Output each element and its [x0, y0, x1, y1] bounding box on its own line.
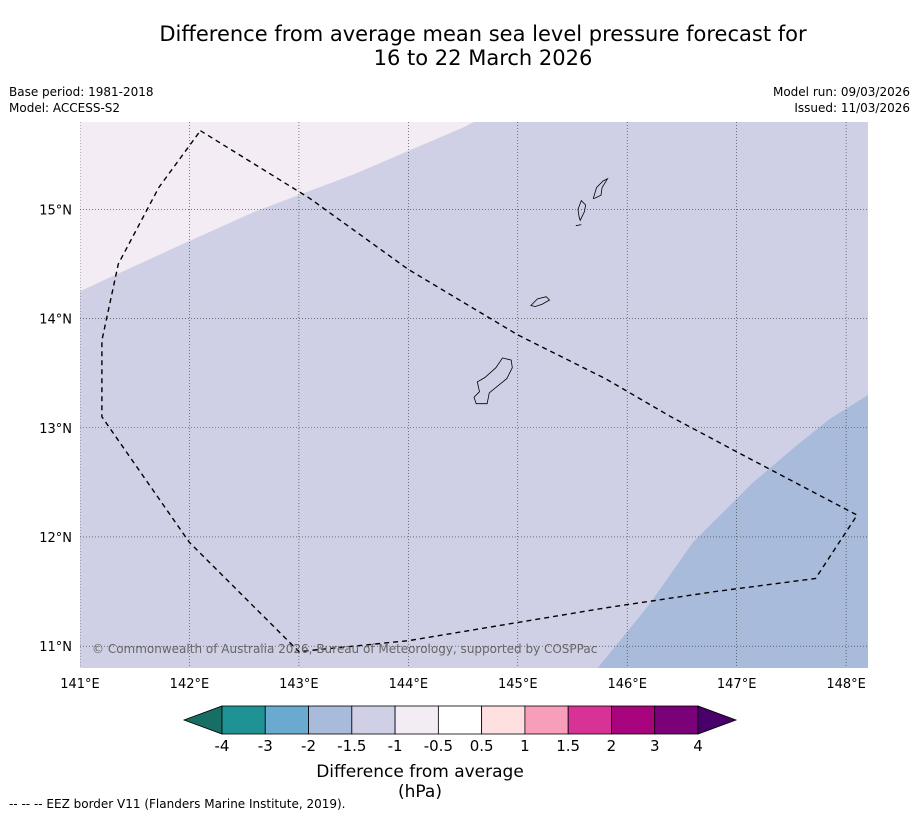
model-name: Model: ACCESS-S2 — [9, 101, 121, 115]
lon-tick-label: 144°E — [389, 677, 429, 692]
lon-tick-label: 141°E — [60, 677, 100, 692]
colorbar-tick-label: 3 — [650, 737, 660, 755]
lat-tick-label: 11°N — [39, 640, 72, 655]
map-plot-area: © Commonwealth of Australia 2026, Bureau… — [80, 122, 868, 668]
colorbar-swatch — [524, 705, 569, 735]
region-minus-2-to-minus-1.5 — [597, 395, 868, 668]
colorbar-label: Difference from average (hPa) — [316, 762, 524, 802]
colorbar-tick-label: -1 — [388, 737, 403, 755]
guam-island — [473, 357, 513, 405]
lat-tick-label: 15°N — [39, 203, 72, 218]
eez-border — [101, 130, 859, 653]
colorbar-swatch — [567, 705, 612, 735]
region-minus-1-to-minus-0.5 — [80, 122, 474, 292]
model-run: Model run: 09/03/2026 — [772, 85, 910, 99]
region-minus-1.5-to-minus-1 — [80, 122, 868, 668]
colorbar-swatch — [394, 705, 439, 735]
base-period: Base period: 1981-2018 — [9, 85, 154, 99]
chart-title: Difference from average mean sea level p… — [80, 22, 886, 70]
lat-tick-label: 14°N — [39, 313, 72, 328]
colorbar-tick-label: 1.5 — [556, 737, 580, 755]
colorbar-tick-label: -0.5 — [424, 737, 453, 755]
colorbar-swatch — [221, 705, 266, 735]
copyright-text: © Commonwealth of Australia 2026, Bureau… — [92, 642, 597, 656]
colorbar-tick-label: -3 — [258, 737, 273, 755]
colorbar-swatch — [437, 705, 483, 735]
colorbar-tick-label: -4 — [215, 737, 230, 755]
colorbar-extend-high — [697, 705, 738, 735]
colorbar-swatch — [654, 705, 699, 735]
map-figure: © Commonwealth of Australia 2026, Bureau… — [39, 122, 868, 755]
chart-title-line1: Difference from average mean sea level p… — [159, 22, 807, 46]
lon-tick-label: 147°E — [717, 677, 757, 692]
lon-tick-label: 148°E — [826, 677, 866, 692]
lon-tick-label: 145°E — [498, 677, 538, 692]
lon-tick-label: 146°E — [607, 677, 647, 692]
colorbar-swatch — [308, 705, 353, 735]
colorbar-swatch — [611, 705, 656, 735]
lon-tick-label: 143°E — [279, 677, 319, 692]
colorbar-tick-label: 0.5 — [470, 737, 494, 755]
chart-title-line2: 16 to 22 March 2026 — [373, 46, 593, 70]
lat-tick-label: 12°N — [39, 531, 72, 546]
colorbar: -4 -3 -2 -1.5 -1 -0.5 0.5 1 1.5 2 3 4 — [182, 705, 738, 755]
colorbar-swatch — [481, 705, 526, 735]
eez-legend-note: -- -- -- EEZ border V11 (Flanders Marine… — [9, 797, 346, 811]
tinian-island — [577, 199, 587, 222]
saipan-island — [592, 177, 609, 199]
meta-right: Model run: 09/03/2026 Issued: 11/03/2026 — [773, 84, 910, 116]
rota-island — [530, 296, 551, 307]
colorbar-extend-low — [182, 705, 223, 735]
lat-tick-label: 13°N — [39, 422, 72, 437]
meta-left: Base period: 1981-2018 Model: ACCESS-S2 — [9, 84, 154, 116]
colorbar-swatch — [264, 705, 309, 735]
colorbar-swatch — [351, 705, 396, 735]
colorbar-tick-label: 1 — [520, 737, 530, 755]
lon-tick-label: 142°E — [170, 677, 210, 692]
colorbar-tick-label: 2 — [607, 737, 617, 755]
colorbar-tick-label: -2 — [301, 737, 316, 755]
aguijan-island — [575, 224, 582, 227]
colorbar-tick-label: -1.5 — [337, 737, 366, 755]
colorbar-tick-label: 4 — [693, 737, 703, 755]
issued-date: Issued: 11/03/2026 — [794, 101, 910, 115]
